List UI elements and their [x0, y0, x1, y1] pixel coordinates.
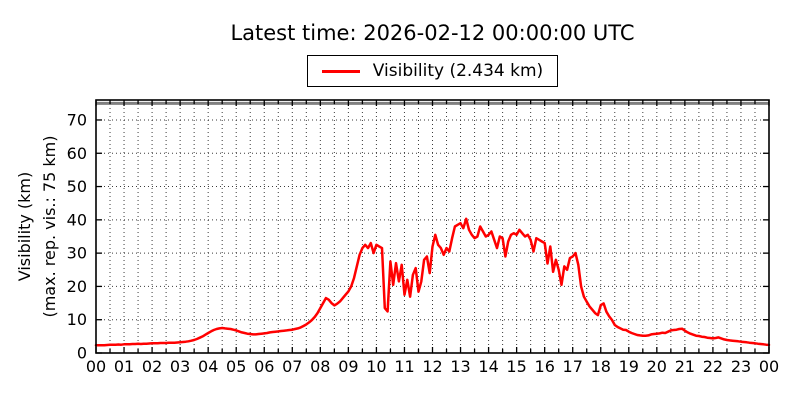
- y-tick-label: 60: [67, 144, 87, 163]
- y-tick-label: 20: [67, 277, 87, 296]
- x-tick-label: 11: [394, 357, 414, 376]
- visibility-line: [94, 217, 771, 347]
- legend-line-sample: [321, 69, 360, 73]
- x-tick-label: 14: [478, 357, 498, 376]
- x-tick-label: 01: [114, 357, 134, 376]
- x-tick-label: 16: [535, 357, 555, 376]
- x-tick-label: 18: [591, 357, 611, 376]
- x-tick-label: 02: [142, 357, 162, 376]
- x-tick-label: 15: [506, 357, 526, 376]
- x-tick-label: 06: [254, 357, 274, 376]
- x-tick-label: 22: [703, 357, 723, 376]
- y-tick-label: 30: [67, 244, 87, 263]
- x-tick-label: 05: [226, 357, 246, 376]
- y-axis-label-line2: (max. rep. vis.: 75 km): [40, 135, 59, 317]
- x-tick-label: 09: [338, 357, 358, 376]
- x-tick-label: 23: [731, 357, 751, 376]
- y-tick-label: 10: [67, 310, 87, 329]
- x-tick-label: 04: [198, 357, 218, 376]
- x-tick-label: 10: [366, 357, 386, 376]
- x-tick-label: 12: [422, 357, 442, 376]
- y-tick-label: 50: [67, 177, 87, 196]
- y-tick-label: 0: [77, 344, 87, 363]
- y-tick-label: 40: [67, 210, 87, 229]
- legend: Visibility (2.434 km): [306, 55, 559, 87]
- x-tick-label: 21: [675, 357, 695, 376]
- x-tick-label: 07: [282, 357, 302, 376]
- chart-title: Latest time: 2026-02-12 00:00:00 UTC: [230, 21, 635, 45]
- x-tick-label: 19: [619, 357, 639, 376]
- x-tick-label: 03: [170, 357, 190, 376]
- y-axis-label-line1: Visibility (km): [15, 172, 34, 281]
- x-tick-label: 08: [310, 357, 330, 376]
- x-tick-label: 00: [759, 357, 779, 376]
- x-tick-label: 00: [86, 357, 106, 376]
- x-tick-label: 20: [647, 357, 667, 376]
- legend-wrapper: Visibility (2.434 km): [96, 55, 769, 87]
- x-tick-label: 17: [563, 357, 583, 376]
- plot-border: [95, 99, 770, 354]
- legend-label: Visibility (2.434 km): [372, 61, 544, 81]
- y-tick-label: 70: [67, 111, 87, 130]
- x-tick-label: 13: [450, 357, 470, 376]
